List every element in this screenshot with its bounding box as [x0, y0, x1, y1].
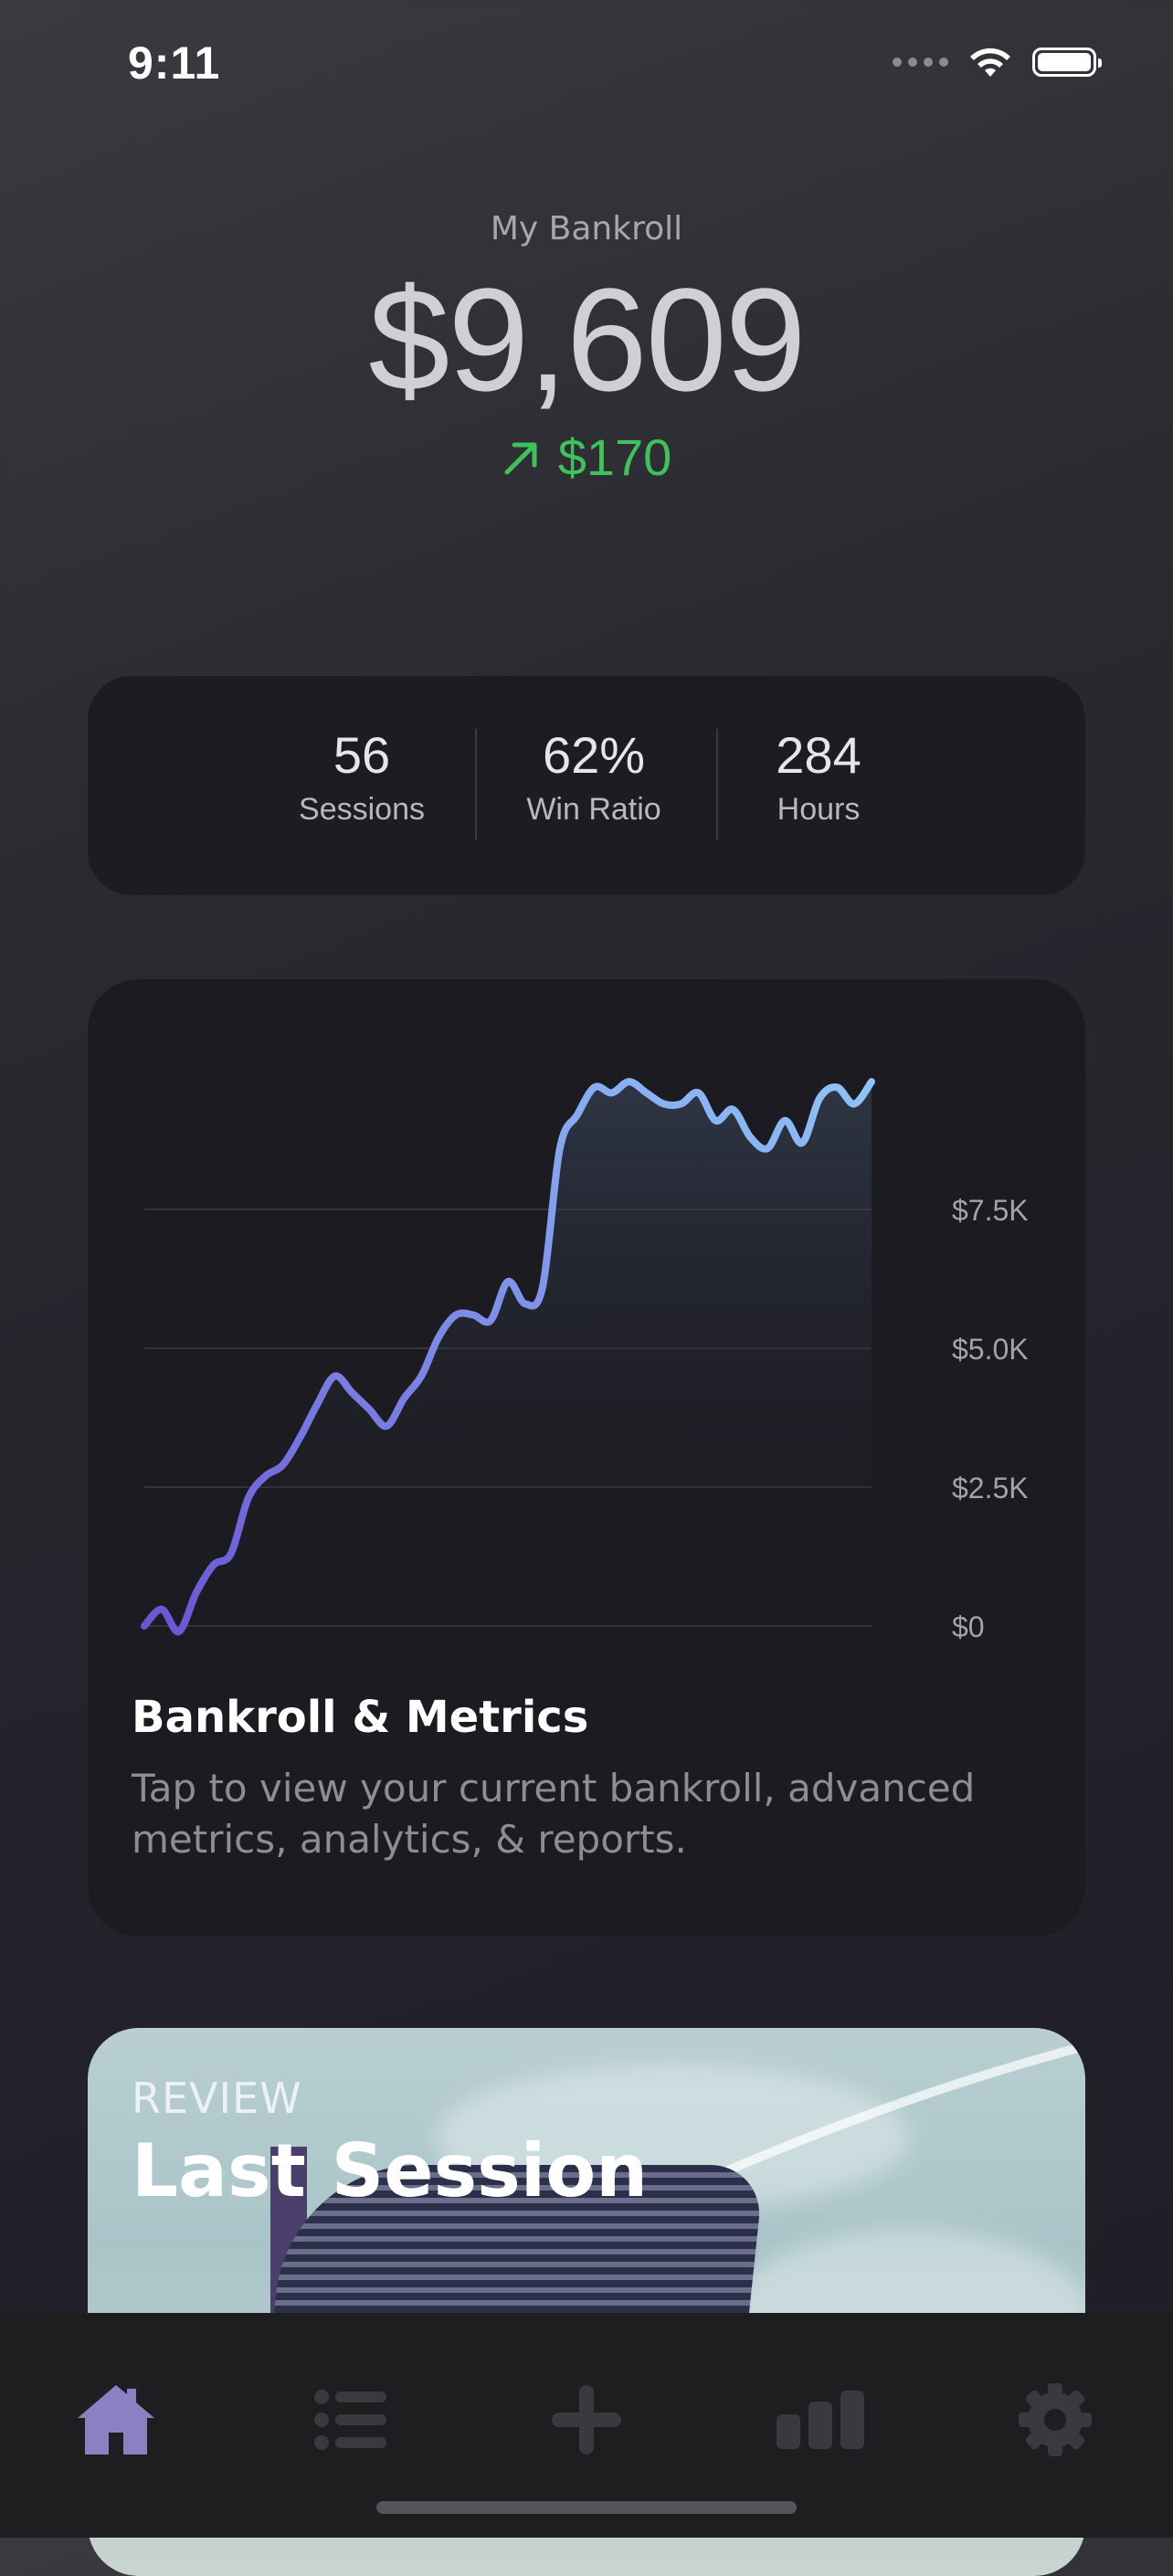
chart-card-description: Tap to view your current bankroll, advan… [132, 1766, 976, 1862]
session-card-title: Last Session [132, 2128, 649, 2213]
stat-label: Sessions [299, 792, 425, 827]
list-icon [314, 2390, 386, 2450]
tab-stats[interactable] [770, 2370, 871, 2470]
chart-y-tick-label: $2.5K [952, 1472, 1029, 1504]
home-indicator [376, 2501, 797, 2514]
session-card-eyebrow: REVIEW [132, 2074, 302, 2123]
stat-divider [475, 729, 477, 840]
stat-label: Win Ratio [526, 792, 661, 827]
wifi-icon [970, 48, 1010, 77]
bankroll-title: My Bankroll [490, 210, 683, 248]
chart-area-fill [144, 1082, 872, 1632]
bankroll-chart-card[interactable]: $7.5K $5.0K $2.5K $0 Bankroll & Metrics Tap… [88, 979, 1085, 1937]
stat-sessions: 56 Sessions [270, 725, 453, 828]
tab-list[interactable] [300, 2370, 400, 2470]
stats-card[interactable]: 56 Sessions 62% Win Ratio 284 Hours [88, 676, 1085, 895]
chart-y-tick-label: $7.5K [952, 1194, 1029, 1227]
chart-card-title: Bankroll & Metrics [132, 1692, 589, 1743]
arrow-up-right-icon [504, 442, 537, 474]
plus-icon [552, 2385, 621, 2455]
chart-y-tick-label: $5.0K [952, 1333, 1029, 1366]
bar-chart-icon [777, 2391, 864, 2449]
stat-value: 56 [333, 726, 391, 784]
battery-icon [1032, 48, 1102, 77]
stat-value: 62% [542, 726, 646, 784]
stat-hours: 284 Hours [727, 725, 910, 828]
bankroll-change-value: $170 [557, 428, 672, 486]
gear-icon [1019, 2383, 1092, 2456]
bankroll-change: $170 [0, 428, 1173, 487]
tab-settings[interactable] [1005, 2370, 1105, 2470]
chart-series-line [141, 1078, 875, 1636]
stat-win-ratio: 62% Win Ratio [502, 725, 685, 828]
bankroll-amount: $9,609 [368, 258, 806, 421]
status-time: 9:11 [128, 37, 221, 89]
bankroll-chart: $7.5K $5.0K $2.5K $0 [141, 1078, 1029, 1643]
stat-divider [716, 729, 718, 840]
tab-bar [0, 2313, 1173, 2538]
home-icon [78, 2385, 154, 2455]
tab-add[interactable] [536, 2370, 637, 2470]
tab-home[interactable] [66, 2370, 166, 2470]
chart-y-tick-label: $0 [952, 1610, 985, 1643]
cellular-signal-icon [893, 58, 948, 67]
stat-label: Hours [777, 792, 861, 827]
status-icons [893, 46, 1102, 79]
stat-value: 284 [776, 726, 861, 784]
